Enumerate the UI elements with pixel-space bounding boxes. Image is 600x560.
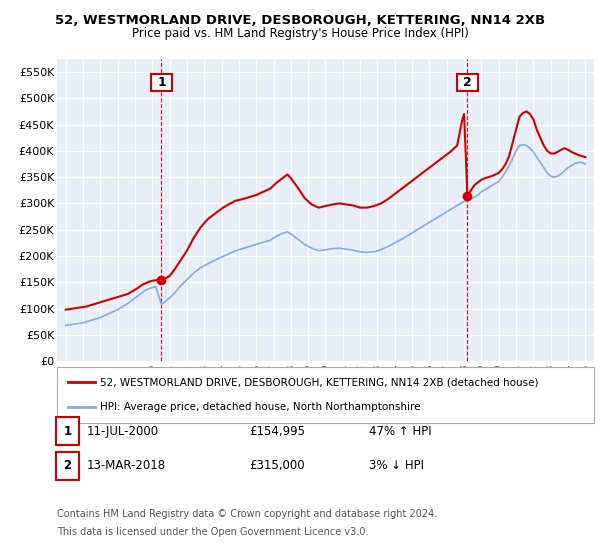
Text: £154,995: £154,995 (249, 424, 305, 438)
Text: 1: 1 (64, 424, 71, 438)
Text: £315,000: £315,000 (249, 459, 305, 473)
Text: 3% ↓ HPI: 3% ↓ HPI (369, 459, 424, 473)
Text: 1: 1 (157, 77, 166, 90)
Text: Contains HM Land Registry data © Crown copyright and database right 2024.: Contains HM Land Registry data © Crown c… (57, 509, 437, 519)
Text: 47% ↑ HPI: 47% ↑ HPI (369, 424, 431, 438)
Text: 2: 2 (463, 77, 472, 90)
Text: 52, WESTMORLAND DRIVE, DESBOROUGH, KETTERING, NN14 2XB: 52, WESTMORLAND DRIVE, DESBOROUGH, KETTE… (55, 14, 545, 27)
Text: Price paid vs. HM Land Registry's House Price Index (HPI): Price paid vs. HM Land Registry's House … (131, 27, 469, 40)
Text: 13-MAR-2018: 13-MAR-2018 (87, 459, 166, 473)
FancyBboxPatch shape (151, 74, 172, 91)
Text: HPI: Average price, detached house, North Northamptonshire: HPI: Average price, detached house, Nort… (100, 402, 421, 412)
Text: This data is licensed under the Open Government Licence v3.0.: This data is licensed under the Open Gov… (57, 527, 368, 537)
FancyBboxPatch shape (457, 74, 478, 91)
Text: 11-JUL-2000: 11-JUL-2000 (87, 424, 159, 438)
Text: 2: 2 (64, 459, 71, 473)
Text: 52, WESTMORLAND DRIVE, DESBOROUGH, KETTERING, NN14 2XB (detached house): 52, WESTMORLAND DRIVE, DESBOROUGH, KETTE… (100, 377, 538, 388)
